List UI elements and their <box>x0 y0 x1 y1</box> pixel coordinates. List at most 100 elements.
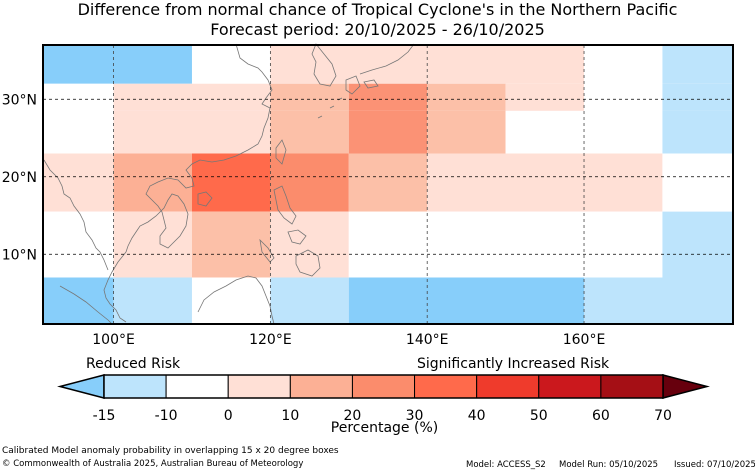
lon-tick-label: 100°E <box>92 332 135 348</box>
coastline-malay <box>103 251 127 323</box>
coastline-visayas <box>287 229 307 245</box>
coastline-hainan <box>197 191 213 207</box>
anomaly-box <box>191 45 271 84</box>
colorbar-cell <box>476 374 540 399</box>
coastline-borneo <box>197 275 275 325</box>
anomaly-box <box>427 153 663 212</box>
colorbar-tick-label: 20 <box>344 408 362 424</box>
lat-tick-label: 30°N <box>2 92 37 108</box>
colorbar-tick-label: -15 <box>93 408 116 424</box>
colorbar-tick-label: 30 <box>406 408 424 424</box>
anomaly-box <box>270 45 428 84</box>
coastline-taiwan <box>275 139 287 165</box>
anomaly-box <box>113 211 192 278</box>
colorbar-tick-label: 0 <box>224 408 233 424</box>
anomaly-box <box>43 110 114 154</box>
footer-copyright: © Commonwealth of Australia 2025, Austra… <box>2 459 304 469</box>
anomaly-box <box>348 211 663 278</box>
anomaly-box <box>43 277 114 324</box>
colorbar-cell <box>600 374 664 399</box>
anomaly-box <box>113 277 192 324</box>
anomaly-box <box>113 110 271 154</box>
anomaly-boxes <box>43 45 733 324</box>
colorbar-cell <box>414 374 478 399</box>
coastline-asia-mainland <box>125 43 273 253</box>
coastline-luzon <box>273 185 297 225</box>
lon-tick-label: 140°E <box>406 332 449 348</box>
anomaly-box <box>662 110 733 154</box>
anomaly-box <box>270 277 349 324</box>
anomaly-box <box>270 153 349 212</box>
colorbar-tick-label: 10 <box>281 408 299 424</box>
colorbar-axis-label: Percentage (%) <box>330 420 439 436</box>
coastline-sumatra <box>59 285 113 325</box>
colorbar-cell <box>103 374 167 399</box>
anomaly-box <box>113 153 192 212</box>
colorbar-tick-label: 70 <box>654 408 672 424</box>
lon-tick-label: 120°E <box>249 332 292 348</box>
anomaly-box <box>427 45 585 84</box>
colorbar-low-extend <box>57 374 105 399</box>
increased-risk-label: Significantly Increased Risk <box>417 356 610 372</box>
anomaly-box <box>662 153 733 212</box>
coastline-palawan <box>259 238 275 263</box>
coastlines <box>43 43 415 325</box>
anomaly-box <box>43 83 114 111</box>
colorbar-frame <box>103 374 664 399</box>
colorbar-cell <box>165 374 229 399</box>
anomaly-box <box>270 83 349 111</box>
anomaly-box <box>43 153 114 212</box>
footer-model: Model: ACCESS_S2 <box>466 460 546 470</box>
anomaly-box <box>427 83 506 111</box>
colorbar-cell <box>538 374 602 399</box>
anomaly-box <box>348 83 428 111</box>
anomaly-box <box>505 110 585 154</box>
map-title: Difference from normal chance of Tropica… <box>77 0 678 19</box>
lat-tick-label: 20°N <box>2 170 37 186</box>
coastline-kyushu <box>345 75 361 95</box>
colorbar-tick-label: 60 <box>592 408 610 424</box>
footer-method: Calibrated Model anomaly probability in … <box>2 446 339 456</box>
coastline-myanmar <box>43 159 109 271</box>
anomaly-box <box>191 211 271 278</box>
anomaly-box <box>270 211 349 278</box>
anomaly-box <box>348 153 428 212</box>
coastline-mindanao <box>295 249 321 277</box>
anomaly-box <box>584 45 663 84</box>
anomaly-box <box>584 110 663 154</box>
footer-issued: Issued: 07/10/2025 <box>674 460 755 470</box>
anomaly-box <box>348 277 585 324</box>
graticule <box>43 45 733 324</box>
colorbar-cell <box>351 374 416 399</box>
anomaly-box <box>191 153 271 212</box>
colorbar-cell <box>289 374 353 399</box>
anomaly-box <box>662 83 733 111</box>
colorbar-tick-label: 50 <box>530 408 548 424</box>
anomaly-box <box>270 110 349 154</box>
footer-model-run: Model Run: 05/10/2025 <box>559 460 659 470</box>
forecast-period: Forecast period: 20/10/2025 - 26/10/2025 <box>210 20 545 39</box>
anomaly-box <box>584 83 663 111</box>
reduced-risk-label: Reduced Risk <box>86 356 181 372</box>
anomaly-box <box>348 110 428 154</box>
anomaly-box <box>505 83 585 111</box>
lon-tick-label: 160°E <box>563 332 606 348</box>
anomaly-box <box>43 211 114 278</box>
colorbar-tick-label: 40 <box>468 408 486 424</box>
colorbar-tick-label: -10 <box>155 408 178 424</box>
anomaly-box <box>427 110 506 154</box>
colorbar-high-extend <box>662 374 710 399</box>
lat-tick-label: 10°N <box>2 247 37 263</box>
coastline-honshu <box>359 43 415 75</box>
anomaly-box <box>43 45 192 84</box>
coastline-korea <box>311 43 337 87</box>
axis-ticks: 100°E 120°E 140°E 160°E 10°N 20°N 30°N <box>2 92 606 348</box>
anomaly-box <box>662 45 733 84</box>
map-frame <box>42 44 734 325</box>
colorbar-cell <box>227 374 291 399</box>
anomaly-box <box>584 277 733 324</box>
anomaly-box <box>113 83 271 111</box>
coastline-shikoku <box>363 79 379 89</box>
